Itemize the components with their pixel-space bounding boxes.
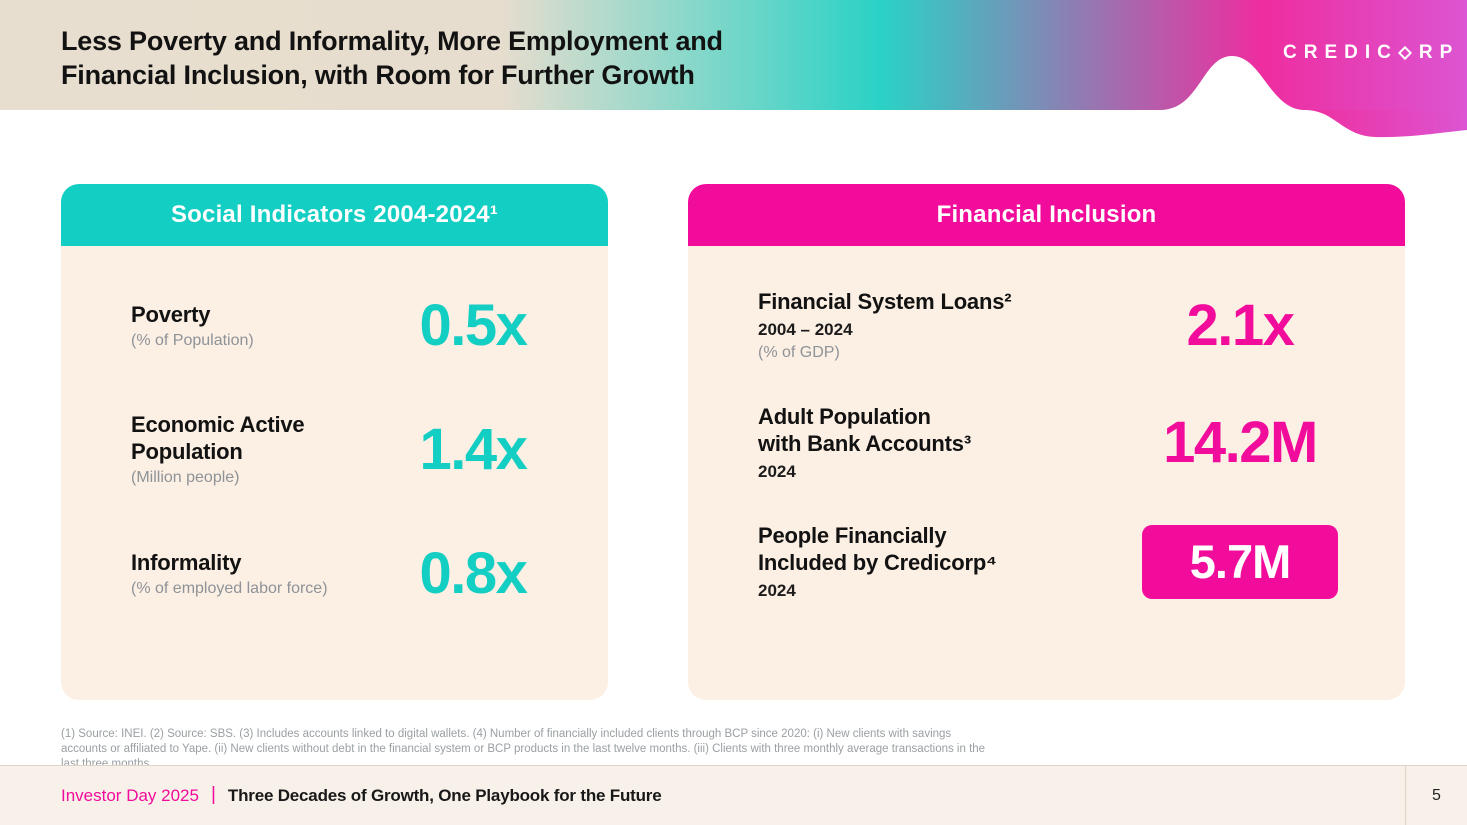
stat-label: Poverty [131,301,211,327]
stat-labels: Economic Active Population (Million peop… [131,411,378,488]
page-number: 5 [1405,766,1467,825]
stat-row-adult-population-bank-accounts: Adult Population with Bank Accounts³ 202… [758,403,1360,482]
stat-period: 2024 [758,462,796,481]
stat-row-poverty: Poverty (% of Population) 0.5x [131,292,568,359]
stat-row-economic-active-population: Economic Active Population (Million peop… [131,411,568,488]
stat-sublabel: (% of employed labor force) [131,579,328,597]
logo-text-right: RP [1418,42,1460,63]
page-title-line-1: Less Poverty and Informality, More Emplo… [61,26,723,56]
stat-label: Economic Active [131,412,305,437]
social-indicators-card-header: Social Indicators 2004-2024¹ [61,184,608,246]
page-title: Less Poverty and Informality, More Emplo… [61,24,723,92]
financial-inclusion-card-body: Financial System Loans² 2004 – 2024 (% o… [688,246,1405,700]
stat-value: 14.2M [1163,410,1318,475]
footer-separator: | [210,783,216,805]
logo-text-left: CREDIC [1283,42,1398,63]
footer-bar: Investor Day 2025 | Three Decades of Gro… [0,765,1467,825]
stat-value: 1.4x [419,417,528,482]
diamond-icon [1397,45,1412,61]
stat-label-line2: Population [131,439,243,464]
stat-value: 0.5x [419,293,528,358]
stat-row-financial-system-loans: Financial System Loans² 2004 – 2024 (% o… [758,288,1360,363]
wave-decoration [1160,56,1467,138]
stat-label-line2: with Bank Accounts³ [758,431,971,456]
social-indicators-card-body: Poverty (% of Population) 0.5x Economic … [61,246,608,700]
stat-label: Financial System Loans² [758,289,1012,314]
stat-label: Informality [131,549,242,575]
stat-value: 0.8x [419,541,528,606]
stat-labels: Informality (% of employed labor force) [131,549,378,599]
header-banner: Less Poverty and Informality, More Emplo… [0,0,1467,138]
financial-inclusion-card: Financial Inclusion Financial System Loa… [688,184,1405,700]
footer-tagline: Three Decades of Growth, One Playbook fo… [227,785,662,805]
stat-label: People Financially [758,523,947,548]
social-indicators-card: Social Indicators 2004-2024¹ Poverty (% … [61,184,608,700]
stat-sublabel: (Million people) [131,469,240,486]
stat-row-informality: Informality (% of employed labor force) … [131,540,568,607]
stat-row-people-financially-included: People Financially Included by Credicorp… [758,522,1360,601]
stat-label: Adult Population [758,404,931,429]
page-title-line-2: Financial Inclusion, with Room for Furth… [61,60,695,90]
stat-value-badge: 5.7M [1120,524,1360,599]
stat-sublabel: (% of Population) [131,331,254,349]
stat-sublabel: (% of GDP) [758,344,840,361]
footer-left-group: Investor Day 2025 | Three Decades of Gro… [61,783,662,807]
credicorp-logo: CREDIC RP [1283,42,1459,64]
footer-event-name: Investor Day 2025 [61,785,199,805]
stat-labels: Financial System Loans² 2004 – 2024 (% o… [758,288,1120,363]
stat-labels: Poverty (% of Population) [131,301,378,351]
financial-inclusion-card-header: Financial Inclusion [688,184,1405,246]
stat-value: 2.1x [1186,293,1295,358]
stat-labels: People Financially Included by Credicorp… [758,522,1120,601]
stat-period: 2004 – 2024 [758,320,853,339]
highlight-badge: 5.7M [1142,524,1338,599]
stat-period: 2024 [758,581,796,600]
stat-label-line2: Included by Credicorp⁴ [758,550,997,575]
stat-labels: Adult Population with Bank Accounts³ 202… [758,403,1120,482]
